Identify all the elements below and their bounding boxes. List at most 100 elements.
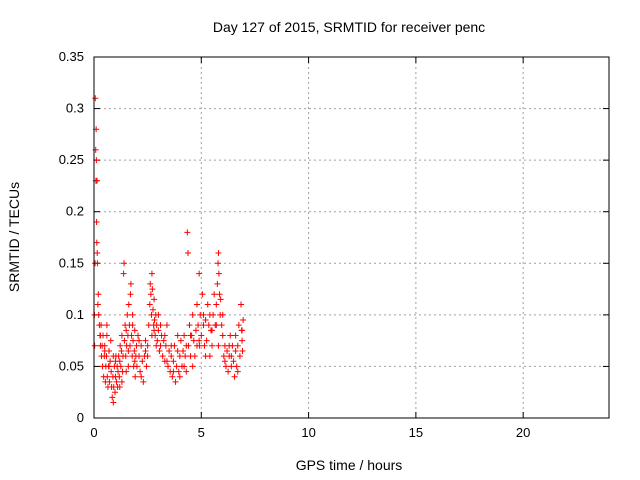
data-point	[129, 311, 136, 318]
data-point	[181, 332, 188, 339]
data-point	[101, 342, 108, 349]
data-point	[162, 342, 169, 349]
data-point	[125, 363, 132, 370]
y-axis-label: SRMTID / TECUs	[6, 182, 22, 292]
data-point	[127, 280, 134, 287]
data-point	[215, 270, 222, 277]
data-point	[112, 358, 119, 365]
data-point	[94, 301, 101, 308]
data-point	[147, 280, 154, 287]
data-point	[132, 373, 139, 380]
data-point	[184, 249, 191, 256]
y-tick-label: 0.2	[66, 204, 84, 219]
data-point	[163, 358, 170, 365]
data-point	[170, 358, 177, 365]
data-point	[213, 322, 220, 329]
data-point	[226, 342, 233, 349]
data-point	[211, 291, 218, 298]
data-point	[237, 301, 244, 308]
data-point	[110, 399, 117, 406]
data-point	[215, 260, 222, 267]
data-point	[186, 322, 193, 329]
data-point	[125, 301, 132, 308]
data-point	[225, 368, 232, 375]
data-point	[109, 394, 116, 401]
data-point	[117, 342, 124, 349]
data-point	[108, 368, 115, 375]
data-point	[216, 291, 223, 298]
data-point	[118, 378, 125, 385]
x-axis-label: GPS time / hours	[296, 457, 403, 473]
data-point	[199, 291, 206, 298]
data-point	[127, 291, 134, 298]
data-point	[219, 311, 226, 318]
data-point	[136, 337, 143, 344]
data-point	[131, 327, 138, 334]
data-point	[168, 353, 175, 360]
data-point	[107, 337, 114, 344]
data-point	[219, 332, 226, 339]
data-point	[147, 291, 154, 298]
data-point	[94, 177, 101, 184]
data-point	[92, 95, 99, 102]
plot-frame	[93, 56, 610, 419]
data-point	[157, 322, 164, 329]
data-point	[202, 317, 209, 324]
data-point	[107, 358, 114, 365]
x-tick-label: 10	[301, 425, 315, 440]
data-point	[180, 347, 187, 354]
data-point	[168, 342, 175, 349]
data-point	[113, 378, 120, 385]
data-point	[222, 363, 229, 370]
data-point	[138, 373, 145, 380]
data-point	[240, 317, 247, 324]
y-tick-label: 0.05	[59, 358, 84, 373]
data-point	[144, 353, 151, 360]
data-point	[206, 311, 213, 318]
data-point	[203, 337, 210, 344]
data-point	[194, 301, 200, 308]
data-point	[157, 342, 164, 349]
data-point	[235, 322, 242, 329]
data-point	[122, 353, 129, 360]
data-point	[143, 363, 150, 370]
data-point	[91, 342, 98, 349]
data-point	[187, 332, 194, 339]
data-point	[232, 347, 239, 354]
y-tick-label: 0	[77, 410, 84, 425]
data-point	[182, 353, 189, 360]
chart-title: Day 127 of 2015, SRMTID for receiver pen…	[213, 19, 485, 35]
data-point	[131, 358, 138, 365]
data-point	[213, 301, 220, 308]
y-tick-label: 0.15	[59, 255, 84, 270]
data-point	[221, 358, 228, 365]
data-point	[112, 389, 119, 396]
data-point	[110, 353, 117, 360]
data-point	[181, 363, 188, 370]
data-point	[189, 363, 196, 370]
data-point	[134, 332, 141, 339]
data-point	[233, 363, 240, 370]
data-point	[190, 337, 197, 344]
data-point	[103, 353, 110, 360]
data-point	[192, 327, 199, 334]
data-point	[117, 363, 124, 370]
data-point	[144, 342, 151, 349]
data-point	[93, 219, 100, 226]
data-point	[231, 373, 238, 380]
data-point	[220, 353, 227, 360]
data-point	[103, 332, 110, 339]
data-point	[239, 347, 246, 354]
data-point	[184, 229, 191, 236]
data-point	[94, 260, 101, 267]
data-point	[116, 373, 123, 380]
grid	[94, 57, 609, 418]
data-point	[198, 332, 205, 339]
data-point	[154, 337, 161, 344]
x-tick-label: 5	[198, 425, 205, 440]
data-point	[137, 368, 144, 375]
data-point	[165, 363, 172, 370]
data-point	[148, 332, 155, 339]
data-point	[139, 358, 146, 365]
